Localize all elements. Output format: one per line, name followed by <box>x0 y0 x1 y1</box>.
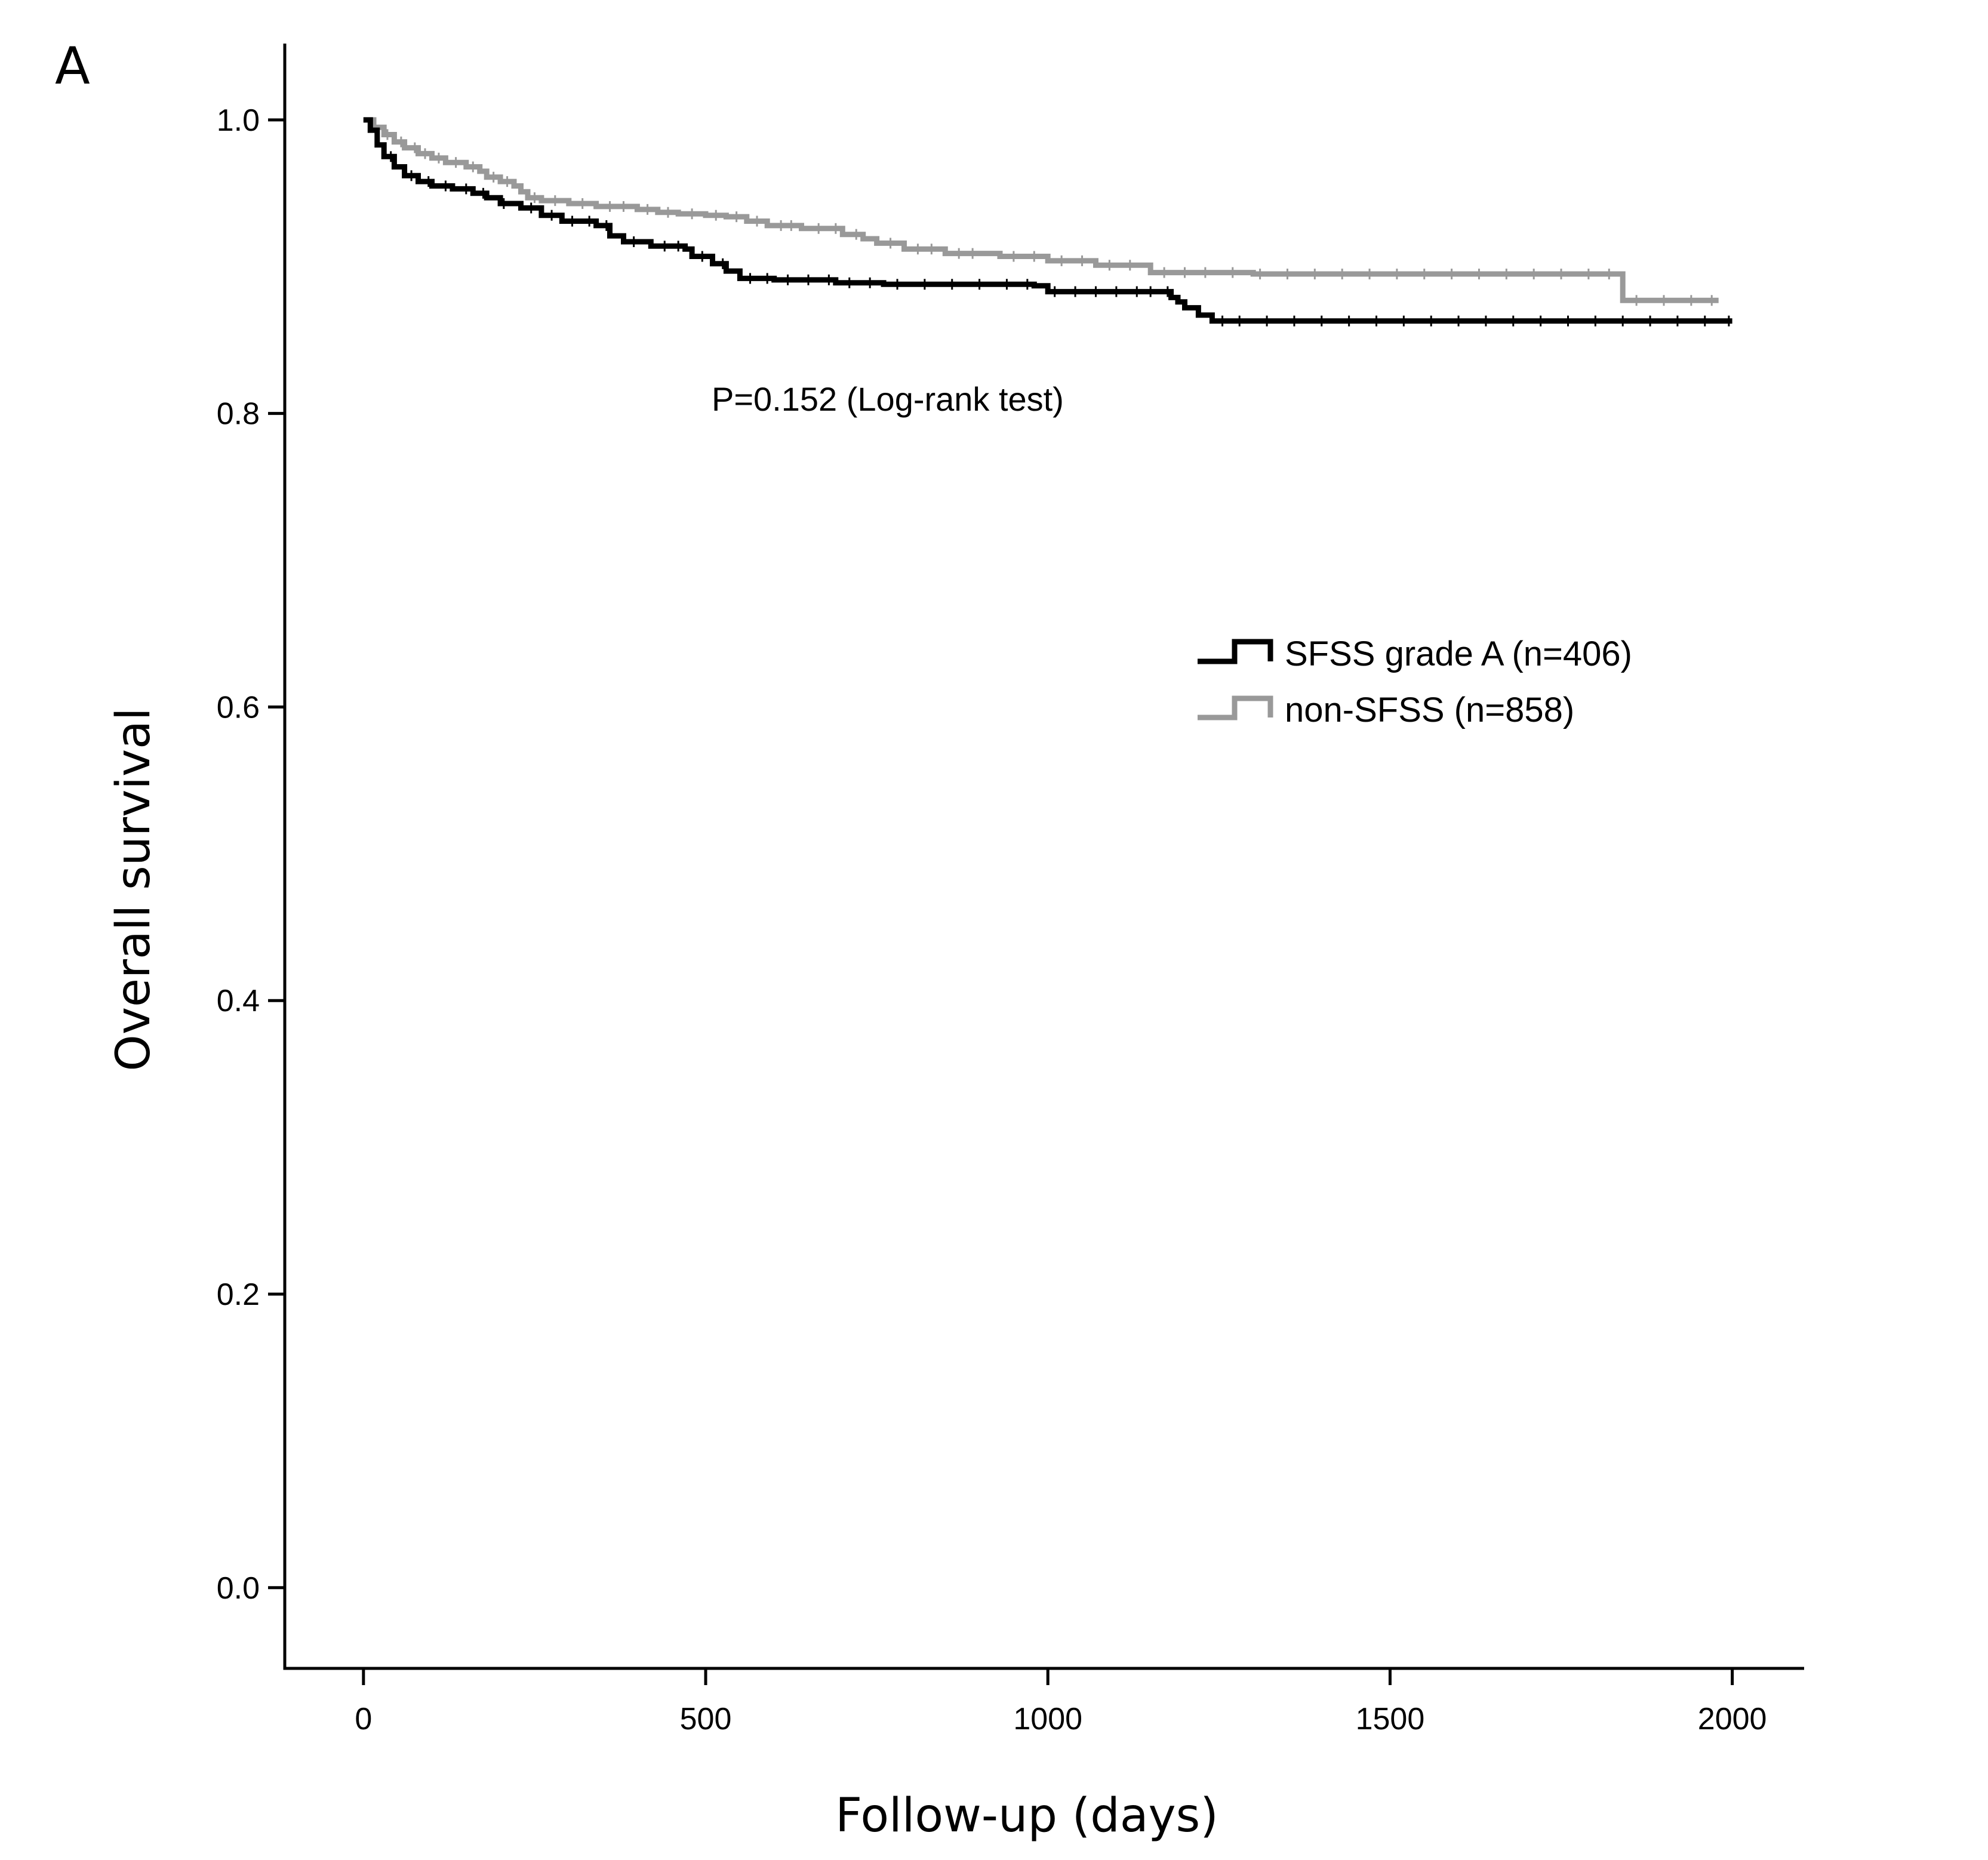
x-tick-label: 0 <box>355 1702 372 1736</box>
legend: SFSS grade A (n=406) non-SFSS (n=858) <box>1198 635 1632 729</box>
x-axis-title: Follow-up (days) <box>835 1789 1218 1843</box>
legend-swatch-non-sfss <box>1198 695 1273 720</box>
legend-label-sfss-grade-a: SFSS grade A (n=406) <box>1285 635 1632 673</box>
survival-curve-0 <box>363 117 1732 324</box>
legend-swatch-sfss-grade-a <box>1198 639 1273 664</box>
panel-label: A <box>55 36 90 96</box>
y-tick-label: 0.0 <box>217 1571 260 1606</box>
x-axis-ticks: 0 500 1000 1500 2000 <box>355 1668 1767 1736</box>
y-tick-label: 0.4 <box>217 984 260 1018</box>
x-tick-label: 2000 <box>1698 1702 1767 1736</box>
axes <box>283 44 1804 1670</box>
y-tick-label: 0.6 <box>217 690 260 725</box>
series-0 <box>363 117 1732 327</box>
y-tick-label: 0.8 <box>217 397 260 432</box>
y-tick-label: 0.2 <box>217 1277 260 1312</box>
series-1 <box>363 117 1719 306</box>
x-tick-label: 1500 <box>1356 1702 1425 1736</box>
series-layer <box>363 117 1732 327</box>
y-axis-title: Overall survival <box>107 707 161 1071</box>
x-tick-label: 500 <box>680 1702 732 1736</box>
x-tick-label: 1000 <box>1013 1702 1082 1736</box>
y-tick-label: 1.0 <box>217 103 260 138</box>
p-value-annotation: P=0.152 (Log-rank test) <box>712 380 1064 418</box>
y-axis-ticks: 0.0 0.2 0.4 0.6 0.8 1.0 <box>217 103 285 1606</box>
axis-frame <box>283 44 1804 1670</box>
survival-curve-1 <box>363 117 1719 303</box>
legend-label-non-sfss: non-SFSS (n=858) <box>1285 691 1574 729</box>
